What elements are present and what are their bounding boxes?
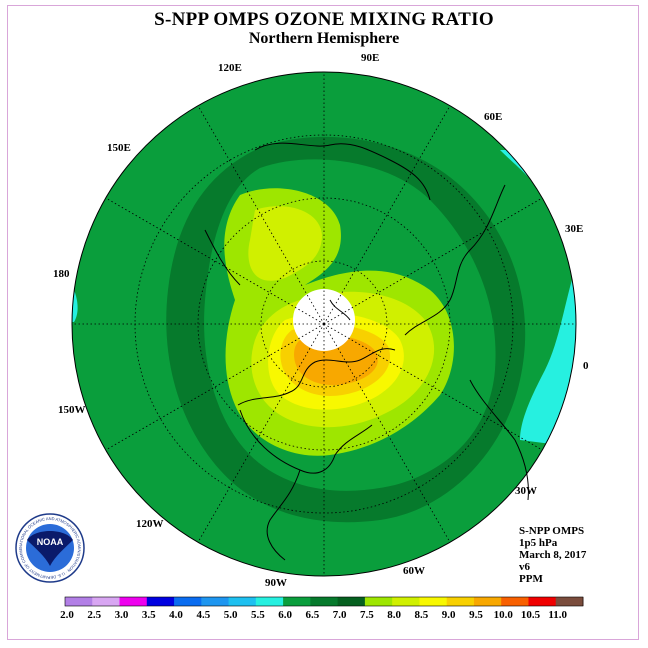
colorbar-label: 9.0 bbox=[441, 609, 456, 621]
map-subtitle: Northern Hemisphere bbox=[248, 30, 400, 47]
colorbar-label: 11.0 bbox=[548, 609, 568, 621]
colorbar-label: 7.0 bbox=[332, 609, 347, 621]
lon-label-60e: 60E bbox=[484, 111, 503, 123]
colorbar-swatch bbox=[337, 597, 366, 606]
colorbar-swatch bbox=[283, 597, 311, 606]
graticule bbox=[72, 72, 576, 576]
colorbar-swatch bbox=[92, 597, 121, 606]
colorbar-outline bbox=[64, 596, 584, 607]
latitude-circle-70 bbox=[260, 260, 388, 388]
colorbar-swatch bbox=[392, 597, 420, 606]
map-title: S-NPP OMPS OZONE MIXING RATIO bbox=[154, 9, 494, 30]
lon-label-150e: 150E bbox=[107, 142, 131, 154]
lon-label-90e: 90E bbox=[361, 52, 380, 64]
lon-label-90w: 90W bbox=[265, 577, 287, 589]
colorbar-swatch bbox=[528, 597, 557, 606]
info-version: v6 bbox=[519, 561, 530, 573]
coastline-central-america bbox=[266, 469, 301, 561]
colorbar-label: 2.5 bbox=[87, 609, 102, 621]
lon-label-30e: 30E bbox=[565, 223, 584, 235]
cyan-region-east bbox=[520, 260, 576, 450]
colorbar-label: 4.5 bbox=[196, 609, 211, 621]
coastline-europe bbox=[404, 184, 506, 336]
colorbar-label: 5.0 bbox=[223, 609, 238, 621]
colorbar-swatch bbox=[65, 597, 93, 606]
colorbar-swatch bbox=[364, 597, 393, 606]
colorbar-label: 2.0 bbox=[60, 609, 74, 621]
coastline-africa bbox=[469, 379, 529, 501]
colorbar bbox=[64, 596, 584, 607]
logo-text: NOAA bbox=[37, 537, 64, 547]
colorbar-label: 8.0 bbox=[387, 609, 402, 621]
colorbar-swatch bbox=[228, 597, 257, 606]
logo-gull bbox=[27, 531, 73, 566]
colorbar-swatch bbox=[501, 597, 529, 606]
logo-ring-text: NATIONAL OCEANIC AND ATMOSPHERIC ADMINIS… bbox=[0, 0, 82, 580]
colorbar-swatch bbox=[473, 597, 502, 606]
colorbar-label: 3.0 bbox=[114, 609, 129, 621]
ozone-field bbox=[72, 72, 576, 576]
noaa-logo: NOAA NATIONAL OCEANIC AND ATMOSPHERIC AD… bbox=[0, 0, 85, 583]
colorbar-label: 3.5 bbox=[141, 609, 156, 621]
colorbar-swatch bbox=[419, 597, 448, 606]
coastline-siberia bbox=[254, 142, 431, 201]
colorbar-label: 4.0 bbox=[169, 609, 183, 621]
colorbar-swatch bbox=[201, 597, 230, 606]
lon-label-180: 180 bbox=[53, 268, 70, 280]
info-date: March 8, 2017 bbox=[519, 549, 587, 561]
info-units: PPM bbox=[519, 573, 543, 585]
colorbar-label: 10.0 bbox=[493, 609, 513, 621]
colorbar-swatch bbox=[146, 597, 175, 606]
map-boundary bbox=[71, 71, 577, 577]
colorbar-label: 5.5 bbox=[250, 609, 265, 621]
colorbar-swatch bbox=[255, 597, 284, 606]
page-frame bbox=[7, 5, 639, 640]
lon-label-120e: 120E bbox=[218, 62, 242, 74]
colorbar-swatch bbox=[310, 597, 339, 606]
colorbar-swatch bbox=[174, 597, 202, 606]
coastline-north-america bbox=[239, 409, 373, 474]
colorbar-label: 9.5 bbox=[469, 609, 483, 621]
coastline-bering bbox=[204, 229, 241, 286]
lon-label-150w: 150W bbox=[58, 404, 86, 416]
latitude-circle-50 bbox=[197, 197, 451, 451]
lon-label-60w: 60W bbox=[403, 565, 425, 577]
colorbar-label: 6.0 bbox=[278, 609, 292, 621]
colorbar-label: 6.5 bbox=[305, 609, 320, 621]
lon-label-0: 0 bbox=[583, 360, 589, 372]
info-instrument: S-NPP OMPS bbox=[519, 525, 585, 537]
coastline-greenland bbox=[329, 299, 351, 321]
colorbar-label: 8.5 bbox=[414, 609, 429, 621]
colorbar-swatch bbox=[119, 597, 148, 606]
info-level: 1p5 hPa bbox=[519, 537, 558, 549]
lon-label-120w: 120W bbox=[136, 518, 164, 530]
coastlines bbox=[204, 142, 529, 561]
colorbar-label: 10.5 bbox=[520, 609, 541, 621]
colorbar-label: 7.5 bbox=[360, 609, 374, 621]
coastline-arctic-canada bbox=[237, 348, 396, 406]
lon-label-30w: 30W bbox=[515, 485, 537, 497]
colorbar-swatch bbox=[446, 597, 475, 606]
colorbar-swatch bbox=[555, 597, 584, 606]
